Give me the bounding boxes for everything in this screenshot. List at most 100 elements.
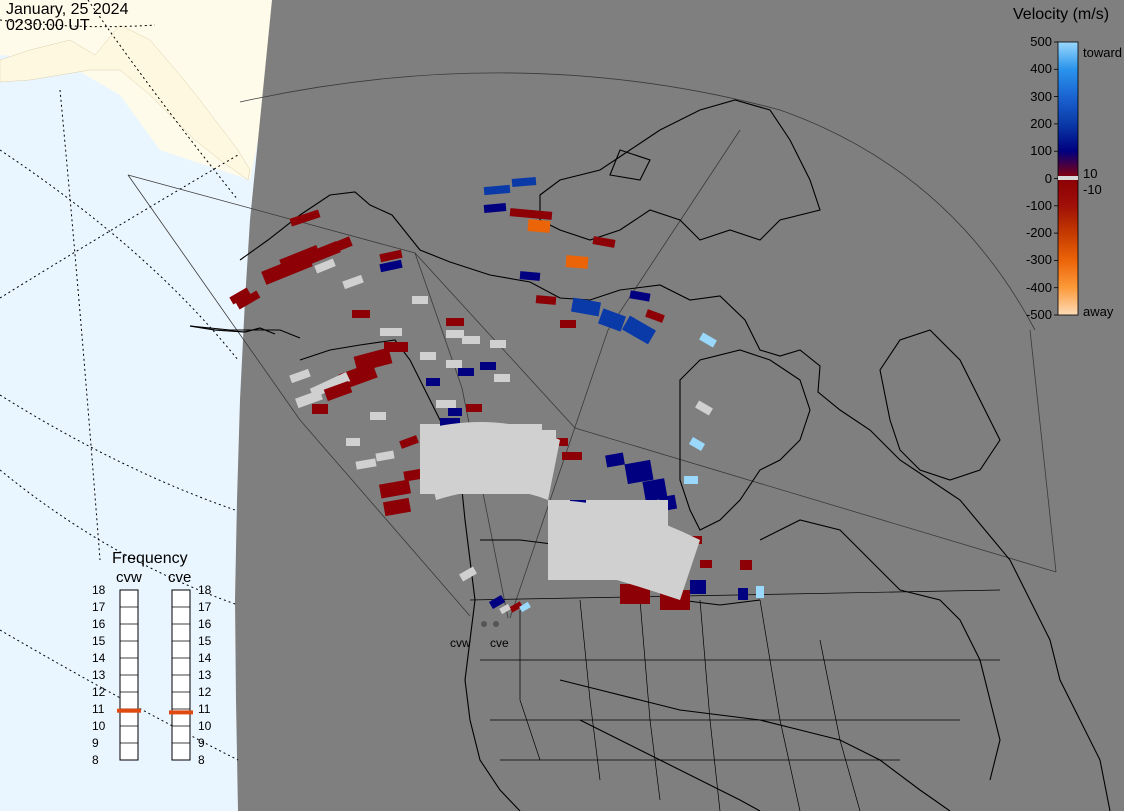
frequency-tick-right: 8 (198, 753, 205, 767)
velocity-scale-toward: toward (1083, 45, 1123, 60)
velocity-cell (384, 342, 408, 352)
velocity-tick: 100 (1030, 143, 1052, 159)
velocity-cell (756, 586, 764, 598)
velocity-cell (620, 584, 650, 604)
velocity-cell (560, 320, 576, 328)
velocity-tick: -400 (1025, 279, 1052, 295)
frequency-tick-left: 16 (92, 617, 106, 631)
velocity-cell (700, 560, 712, 568)
velocity-colorbar (1054, 41, 1079, 316)
velocity-cell (688, 437, 706, 451)
velocity-cell (570, 297, 602, 317)
alaska-coast (189, 325, 276, 335)
velocity-cell (483, 203, 507, 213)
velocity-cell (540, 430, 556, 438)
velocity-scale-title: Velocity (m/s) (1013, 6, 1110, 23)
frequency-tick-left: 13 (92, 668, 106, 682)
velocity-cell (565, 255, 589, 269)
frequency-tick-left: 9 (92, 736, 99, 750)
velocity-tick: 0 (1044, 170, 1052, 186)
velocity-cell (440, 418, 460, 428)
velocity-cell (412, 296, 428, 304)
frequency-tick-right: 18 (198, 583, 212, 597)
velocity-cell (466, 404, 482, 412)
radar-site-cve (493, 621, 499, 627)
velocity-cell (235, 290, 261, 310)
velocity-cell (488, 595, 506, 609)
colorbar-zero-band (1058, 176, 1078, 180)
frequency-tick-right: 16 (198, 617, 212, 631)
velocity-cell (645, 309, 665, 323)
velocity-cell (511, 176, 537, 188)
frequency-tick-left: 10 (92, 719, 106, 733)
site-label-cve: cve (490, 636, 509, 650)
velocity-cell (519, 271, 541, 281)
velocity-tick: 400 (1030, 61, 1052, 77)
velocity-cell (483, 184, 511, 196)
velocity-cell (446, 330, 464, 338)
velocity-cell (420, 352, 436, 360)
radar-site-cvw (481, 621, 487, 627)
frequency-tick-right: 9 (198, 736, 205, 750)
velocity-cell (446, 360, 462, 368)
velocity-cell (699, 332, 717, 348)
velocity-cell (462, 336, 480, 344)
velocity-tick: -500 (1025, 307, 1052, 322)
graticule-dotted (0, 0, 239, 761)
velocity-cell (355, 458, 377, 470)
frequency-scale-cve (169, 589, 193, 761)
velocity-cell (695, 400, 713, 416)
velocity-cell (535, 295, 557, 305)
velocity-cell (346, 438, 360, 446)
ground-scatter-fan (548, 500, 700, 600)
velocity-tick: 500 (1030, 34, 1052, 49)
velocity-cell (690, 580, 706, 594)
velocity-cell (458, 368, 474, 376)
frequency-tick-left: 17 (92, 600, 106, 614)
velocity-cell (319, 236, 353, 258)
frequency-tick-right: 10 (198, 719, 212, 733)
velocity-cell (403, 468, 425, 482)
velocity-cell (552, 438, 568, 446)
ground-scatter-fan (420, 422, 560, 500)
velocity-cell (480, 362, 496, 370)
velocity-cell (399, 435, 419, 449)
velocity-cell (605, 452, 625, 468)
frequency-indicator-cvw (117, 708, 141, 713)
velocity-cell (289, 368, 311, 384)
velocity-cell (229, 287, 251, 305)
velocity-cell (509, 208, 553, 220)
velocity-cell (426, 378, 440, 386)
velocity-cell (509, 601, 523, 613)
frequency-tick-right: 17 (198, 600, 212, 614)
velocity-cell (499, 603, 511, 615)
state-borders (469, 589, 1001, 811)
frequency-radar-cve: cve (168, 569, 192, 586)
velocity-cell (289, 209, 321, 227)
site-label-cvw: cvw (450, 636, 471, 650)
title-time: 0230:00 UT (6, 17, 90, 34)
frequency-scale-cvw (117, 589, 141, 761)
velocity-cell (342, 274, 364, 290)
velocity-cell (684, 476, 698, 484)
velocity-tick: 300 (1030, 88, 1052, 104)
velocity-cell (519, 601, 531, 613)
velocity-cell (562, 452, 582, 460)
velocity-cell (312, 404, 328, 414)
velocity-cell (375, 450, 395, 462)
frequency-indicator-cve (169, 710, 193, 715)
frequency-tick-left: 8 (92, 753, 99, 767)
frequency-tick-right: 12 (198, 685, 212, 699)
velocity-cell (459, 566, 477, 582)
velocity-cell (323, 380, 353, 402)
frequency-tick-right: 15 (198, 634, 212, 648)
velocity-cell (629, 290, 651, 302)
frequency-tick-left: 12 (92, 685, 106, 699)
velocity-cell (592, 236, 616, 248)
velocity-scale-inner-neg: -10 (1083, 182, 1102, 197)
frequency-tick-right: 11 (198, 702, 211, 716)
velocity-cell (370, 412, 386, 420)
frequency-radar-cvw: cvw (116, 569, 142, 586)
velocity-cell (740, 560, 752, 570)
frequency-tick-right: 14 (198, 651, 212, 665)
